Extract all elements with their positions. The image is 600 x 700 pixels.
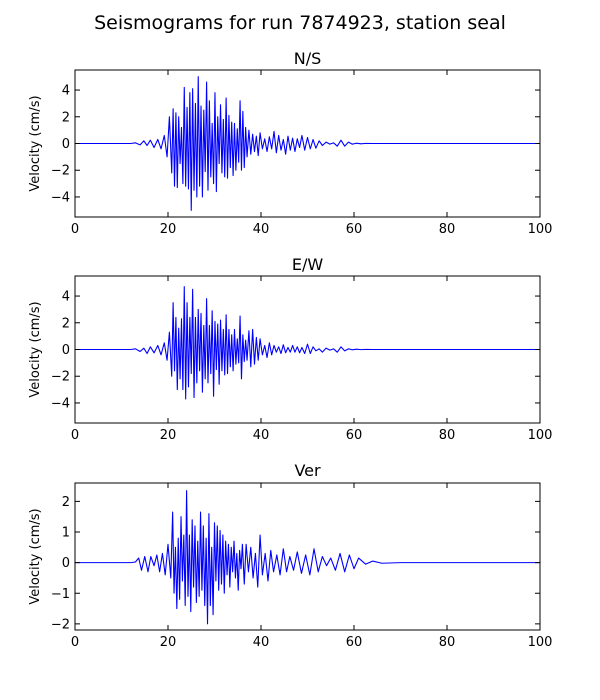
x-tick-label: 0 — [71, 222, 79, 237]
x-tick-label: 0 — [71, 428, 79, 443]
y-axis-label: Velocity (cm/s) — [28, 95, 43, 191]
y-axis-label: Velocity (cm/s) — [28, 301, 43, 397]
x-tick-label: 100 — [528, 222, 553, 237]
figure-title: Seismograms for run 7874923, station sea… — [94, 12, 506, 34]
panel-ver: Ver Velocity (cm/s) 0 20 40 60 80 100 2 1 0 −1 −2 — [28, 461, 552, 650]
x-tick-label: 80 — [439, 428, 456, 443]
x-tick-label: 100 — [528, 428, 553, 443]
seismogram-trace — [75, 76, 540, 211]
x-tick-label: 40 — [253, 428, 270, 443]
x-tick-label: 20 — [160, 635, 177, 650]
plot-frame — [74, 482, 541, 631]
y-tick-label: −2 — [51, 370, 70, 385]
x-tick-label: 20 — [160, 428, 177, 443]
panel-title: N/S — [294, 49, 322, 68]
y-tick-label: −4 — [51, 396, 70, 411]
x-tick-label: 60 — [346, 635, 363, 650]
x-tick-label: 0 — [71, 635, 79, 650]
y-axis-label: Velocity (cm/s) — [28, 508, 43, 604]
y-tick-label: 4 — [62, 84, 70, 99]
y-tick-label: −2 — [51, 164, 70, 179]
x-tick-label: 100 — [528, 635, 553, 650]
y-tick-label: 0 — [62, 137, 70, 152]
panel-title: E/W — [292, 255, 324, 274]
y-tick-label: 4 — [62, 290, 70, 305]
seismogram-trace — [75, 286, 540, 400]
y-tick-label: 1 — [62, 526, 70, 541]
y-tick-label: −2 — [51, 617, 70, 632]
y-tick-label: 2 — [62, 495, 70, 510]
x-tick-label: 60 — [346, 222, 363, 237]
y-tick-label: 2 — [62, 110, 70, 125]
y-tick-label: 2 — [62, 316, 70, 331]
x-tick-label: 80 — [439, 635, 456, 650]
x-tick-label: 20 — [160, 222, 177, 237]
y-tick-label: −4 — [51, 190, 70, 205]
x-tick-label: 40 — [253, 222, 270, 237]
panel-title: Ver — [294, 461, 321, 480]
x-tick-label: 40 — [253, 635, 270, 650]
x-tick-label: 80 — [439, 222, 456, 237]
y-tick-label: −1 — [51, 587, 70, 602]
x-tick-label: 60 — [346, 428, 363, 443]
y-tick-label: 0 — [62, 556, 70, 571]
seismogram-trace — [75, 490, 540, 625]
y-tick-label: 0 — [62, 343, 70, 358]
